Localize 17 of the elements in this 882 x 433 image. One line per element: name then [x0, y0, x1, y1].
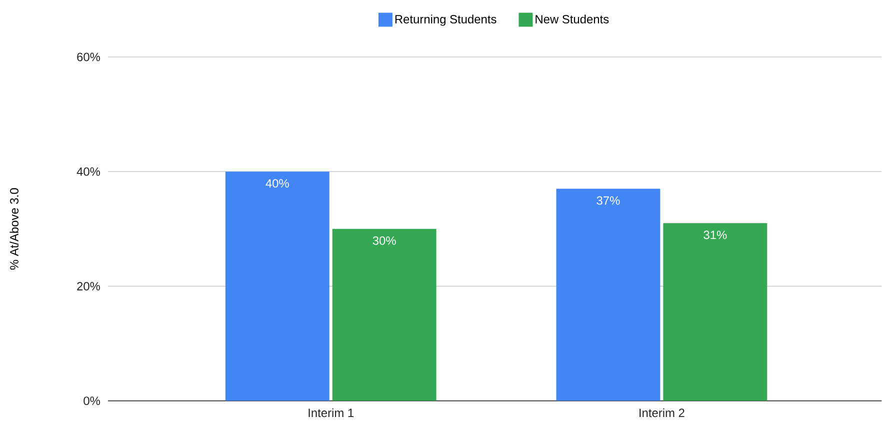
bar — [556, 188, 660, 401]
x-tick-label: Interim 1 — [308, 408, 354, 418]
y-tick-label: 60% — [77, 52, 100, 62]
data-label: 40% — [266, 179, 289, 188]
y-axis-title: % At/Above 3.0 — [10, 188, 18, 270]
y-tick-label: 40% — [76, 167, 100, 176]
data-label: 31% — [704, 230, 727, 240]
y-tick-label: 20% — [77, 282, 100, 291]
bar — [225, 172, 330, 401]
legend-label: New Students — [536, 14, 609, 24]
data-label: 30% — [372, 236, 396, 245]
legend-label: Returning Students — [395, 14, 496, 26]
x-tick-label: Interim 2 — [640, 408, 684, 418]
y-tick-label: 0% — [84, 396, 100, 406]
data-label: 37% — [596, 196, 620, 205]
bar — [663, 223, 768, 401]
bar — [332, 228, 436, 401]
